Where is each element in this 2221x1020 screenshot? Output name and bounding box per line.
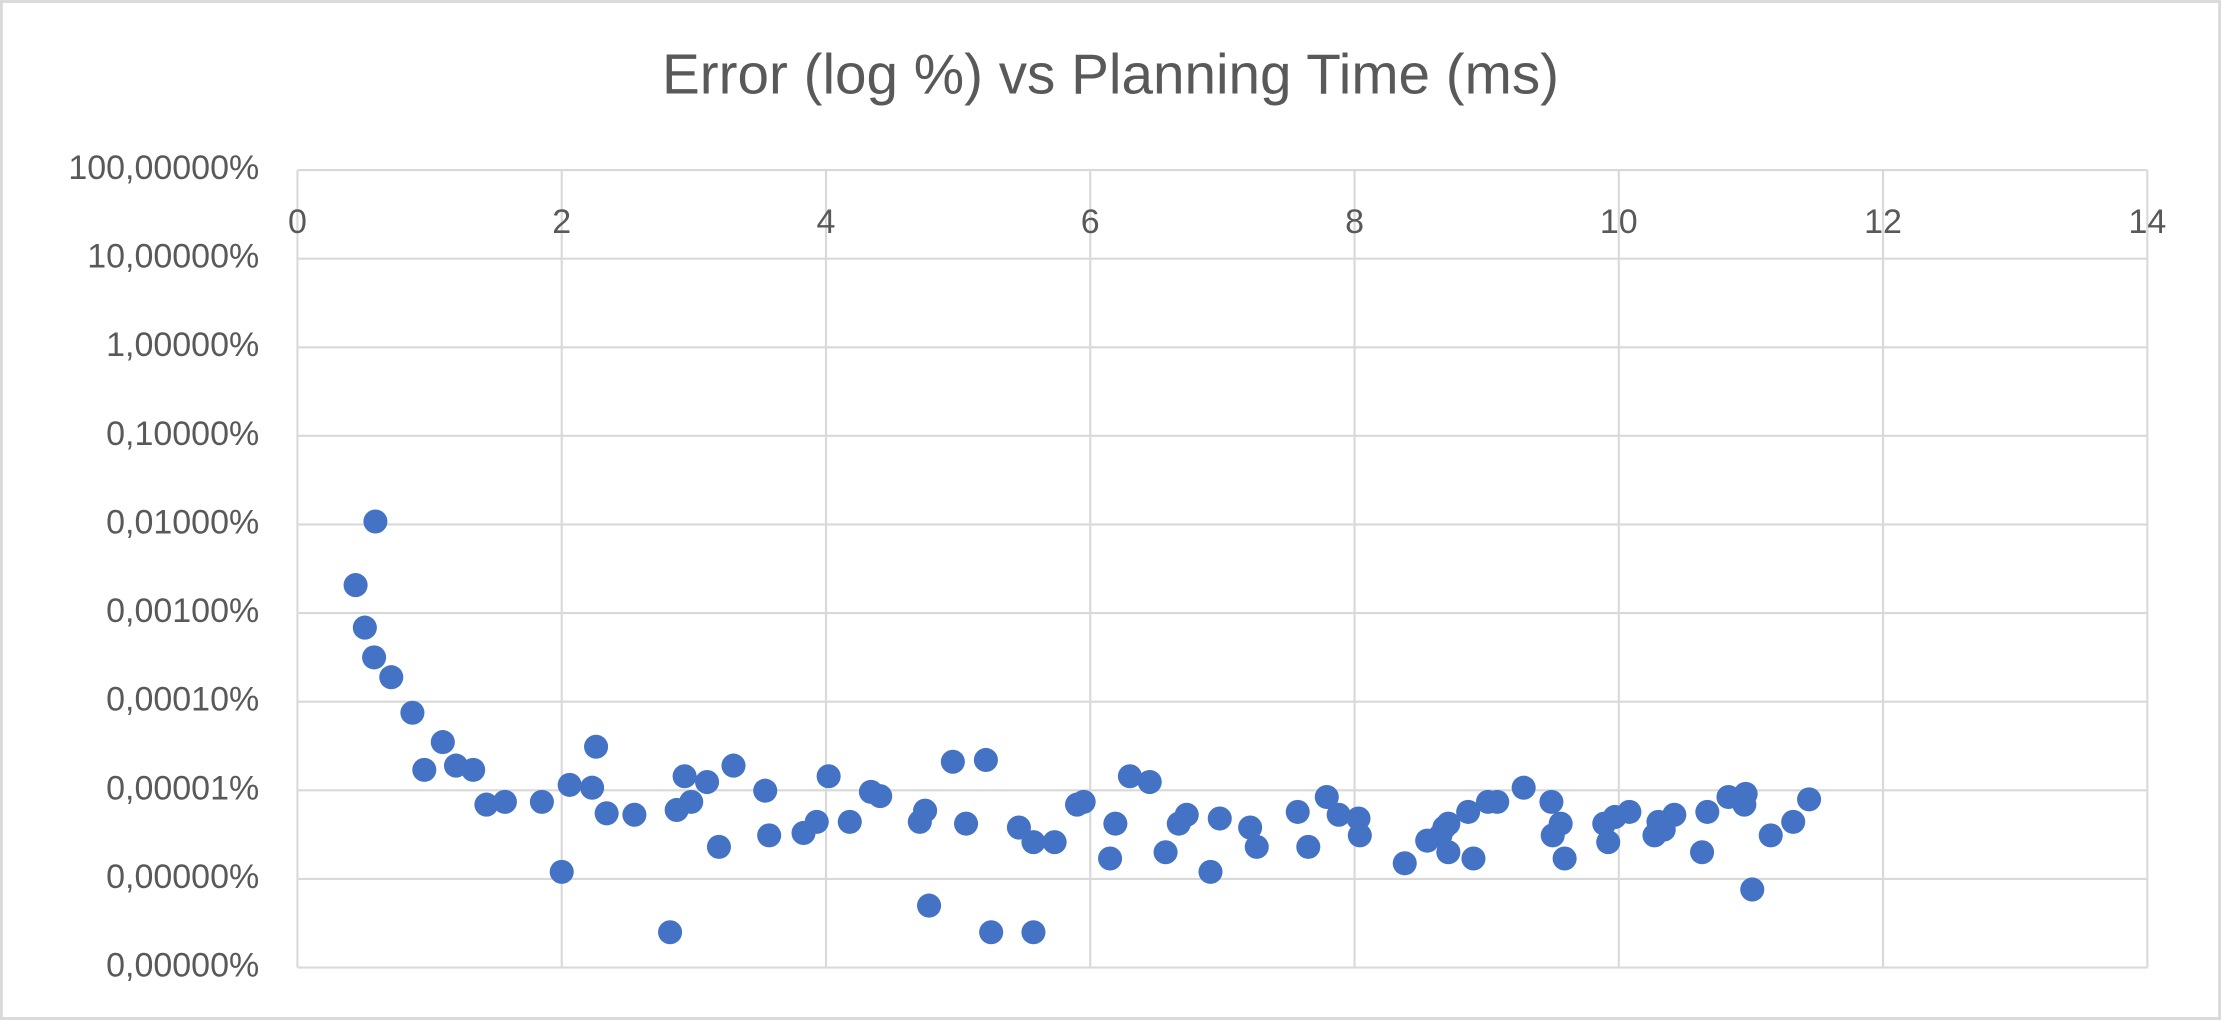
data-point — [557, 772, 582, 797]
y-tick-label: 0,10000% — [106, 415, 259, 453]
x-tick-label: 14 — [2128, 203, 2166, 241]
data-point — [1285, 799, 1310, 824]
data-point — [1117, 764, 1142, 789]
data-point — [1153, 840, 1178, 865]
data-point — [622, 802, 647, 827]
y-tick-label: 100,00000% — [68, 149, 259, 187]
data-point — [379, 665, 404, 690]
data-point — [1781, 809, 1806, 834]
data-point — [1552, 846, 1577, 871]
data-point — [1740, 877, 1765, 902]
y-tick-label: 0,00000% — [106, 946, 259, 984]
data-point — [1071, 789, 1096, 814]
data-point — [1314, 784, 1339, 810]
data-point — [816, 764, 841, 789]
data-point — [363, 509, 388, 534]
data-point — [584, 734, 609, 759]
data-point — [706, 834, 732, 859]
data-point — [1662, 802, 1687, 827]
data-point — [979, 920, 1004, 945]
chart-title: Error (log %) vs Planning Time (ms) — [662, 44, 1559, 107]
y-tick-label: 0,00000% — [106, 858, 259, 896]
data-point — [913, 798, 938, 823]
data-point — [352, 615, 377, 640]
data-point — [1098, 846, 1123, 871]
data-point — [1021, 830, 1046, 855]
data-point — [1461, 846, 1486, 871]
data-point — [753, 778, 778, 803]
y-tick-label: 1,00000% — [106, 326, 259, 364]
x-tick-label: 8 — [1345, 203, 1364, 241]
data-point — [1596, 830, 1621, 855]
data-point — [1392, 851, 1417, 876]
data-point — [343, 573, 368, 598]
data-point — [1174, 802, 1199, 827]
data-point — [412, 757, 437, 782]
x-tick-label: 10 — [1600, 203, 1638, 241]
data-point — [658, 920, 683, 945]
data-point — [529, 789, 554, 814]
data-point — [1207, 806, 1232, 831]
data-point — [1238, 815, 1263, 840]
data-point — [973, 747, 998, 772]
data-point — [362, 645, 387, 670]
data-point — [1539, 789, 1564, 814]
data-point — [757, 823, 782, 848]
data-point — [492, 789, 517, 814]
data-point — [1103, 811, 1128, 836]
data-point — [474, 792, 499, 817]
data-point — [721, 753, 746, 778]
data-point — [1695, 799, 1720, 824]
data-point — [1347, 823, 1372, 848]
data-point — [594, 801, 619, 826]
y-tick-label: 0,00010% — [106, 681, 259, 719]
data-point — [917, 893, 942, 918]
data-point — [1758, 823, 1783, 848]
x-tick-label: 6 — [1081, 203, 1100, 241]
data-point — [549, 859, 574, 884]
x-tick-label: 2 — [552, 203, 571, 241]
y-tick-label: 10,00000% — [87, 238, 259, 276]
x-tick-label: 4 — [817, 203, 836, 241]
data-point — [1548, 811, 1573, 836]
y-tick-label: 0,00100% — [106, 592, 259, 630]
y-tick-label: 0,00001% — [106, 769, 259, 807]
data-point — [954, 811, 979, 836]
data-point — [1006, 815, 1031, 840]
data-point — [679, 789, 704, 814]
data-point — [868, 784, 893, 809]
data-point — [1198, 859, 1223, 884]
data-point — [1732, 792, 1757, 817]
data-point — [1485, 789, 1510, 814]
data-point — [940, 749, 965, 774]
data-point — [804, 809, 829, 834]
data-point — [1511, 775, 1536, 800]
data-point — [1797, 787, 1822, 812]
x-tick-label: 0 — [288, 203, 307, 241]
data-point — [1244, 834, 1269, 859]
data-point — [1326, 802, 1351, 827]
data-point — [1456, 799, 1481, 824]
data-point — [1617, 799, 1642, 824]
data-point — [1436, 811, 1461, 836]
data-point — [1296, 834, 1321, 859]
x-tick-label: 12 — [1864, 203, 1902, 241]
data-point — [1042, 830, 1067, 855]
data-point — [1021, 920, 1046, 945]
data-point — [400, 700, 425, 725]
y-tick-label: 0,01000% — [106, 503, 259, 541]
data-point — [1137, 769, 1162, 795]
data-point — [837, 809, 862, 834]
data-point — [430, 730, 455, 755]
data-point — [672, 764, 697, 789]
data-point — [580, 775, 605, 800]
data-point — [1690, 840, 1715, 865]
data-point — [695, 769, 720, 795]
data-point — [461, 757, 486, 782]
data-point — [1436, 840, 1461, 865]
